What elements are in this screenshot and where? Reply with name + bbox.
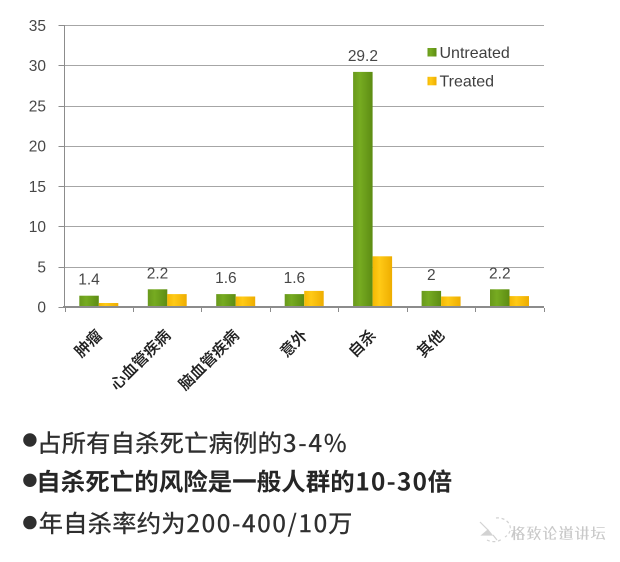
- svg-text:35: 35: [29, 18, 46, 35]
- svg-text:2.2: 2.2: [489, 265, 511, 282]
- svg-text:Untreated: Untreated: [440, 45, 510, 62]
- svg-text:25: 25: [29, 98, 46, 115]
- svg-text:2: 2: [427, 267, 436, 284]
- svg-text:1.6: 1.6: [215, 270, 237, 287]
- svg-text:2.2: 2.2: [147, 265, 169, 282]
- svg-text:10: 10: [29, 219, 47, 236]
- svg-text:30: 30: [29, 58, 47, 75]
- svg-text:1.6: 1.6: [284, 270, 306, 287]
- svg-text:0: 0: [37, 300, 46, 317]
- svg-text:29.2: 29.2: [348, 48, 378, 65]
- svg-text:15: 15: [29, 179, 46, 196]
- svg-text:Treated: Treated: [440, 74, 495, 91]
- svg-text:20: 20: [29, 139, 47, 156]
- svg-text:5: 5: [37, 259, 46, 276]
- svg-text:1.4: 1.4: [78, 272, 100, 289]
